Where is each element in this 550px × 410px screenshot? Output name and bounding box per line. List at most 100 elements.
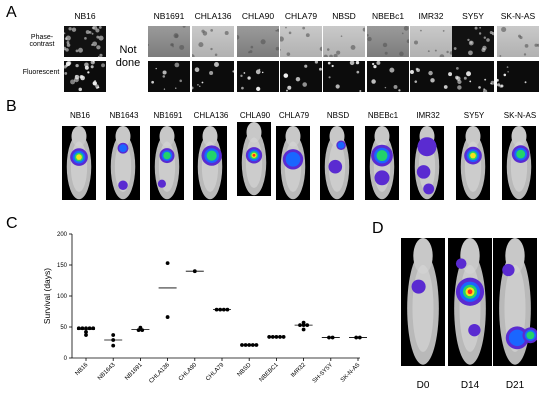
fluorescent-image xyxy=(280,61,322,92)
cell-line-label-6: NBEBc1 xyxy=(371,11,405,21)
cell-line-label-4: CHLA79 xyxy=(284,11,318,21)
data-point xyxy=(91,326,96,331)
row-label-fluorescent: Fluorescent xyxy=(22,69,60,76)
data-point xyxy=(192,269,197,274)
mouse-label-7: NBEBc1 xyxy=(367,111,399,120)
cell-line-label-9: SK-N-AS xyxy=(500,11,536,21)
mouse-label-10: SK-N-AS xyxy=(503,111,537,120)
data-point xyxy=(247,343,252,347)
cell-line-label-8: SY5Y xyxy=(462,11,484,21)
bioluminescence-mouse-image xyxy=(456,126,490,200)
fluorescent-image xyxy=(410,61,452,92)
x-tick-label: NB1643 xyxy=(97,362,117,382)
x-tick-label: NBSD xyxy=(237,362,254,379)
data-point xyxy=(274,335,279,339)
data-point xyxy=(330,335,335,340)
data-point xyxy=(278,335,282,339)
data-point xyxy=(301,323,306,328)
x-tick-label: CHLA136 xyxy=(148,362,171,385)
data-point xyxy=(301,327,306,332)
mouse-label-8: IMR32 xyxy=(416,111,440,120)
fluorescent-image xyxy=(237,61,279,92)
x-tick-label: SK-N-AS xyxy=(340,362,361,383)
phase-contrast-image xyxy=(192,26,234,57)
data-point xyxy=(250,343,255,347)
phase-contrast-image xyxy=(64,26,106,57)
data-point xyxy=(140,328,145,332)
data-point xyxy=(87,326,92,331)
time-course-mouse-image xyxy=(448,238,492,366)
y-axis-label: Survival (days) xyxy=(42,268,52,324)
fluorescent-image xyxy=(64,61,106,92)
phase-contrast-image xyxy=(367,26,409,57)
data-point xyxy=(84,330,88,334)
fluorescent-image xyxy=(148,61,190,92)
bioluminescence-mouse-image xyxy=(62,126,96,200)
data-point xyxy=(214,307,219,312)
data-point xyxy=(218,307,223,312)
timepoint-label-0: D0 xyxy=(416,380,430,391)
timepoint-label-2: D21 xyxy=(505,380,525,391)
data-point xyxy=(76,326,81,331)
mouse-label-2: NB1691 xyxy=(153,111,183,120)
phase-contrast-image xyxy=(280,26,322,57)
panel-label-a: A xyxy=(6,4,17,21)
panel-label-c: C xyxy=(6,215,18,232)
data-point xyxy=(357,335,362,340)
row-label-phase-contrast: Phase- contrast xyxy=(29,34,55,49)
data-point xyxy=(165,315,170,319)
data-point xyxy=(267,335,272,339)
y-tick-label: 200 xyxy=(57,232,68,238)
fluorescent-image xyxy=(323,61,365,92)
phase-contrast-image xyxy=(410,26,452,57)
bioluminescence-mouse-image xyxy=(320,126,354,200)
data-point xyxy=(111,333,116,337)
bioluminescence-mouse-image xyxy=(193,126,227,200)
cell-line-label-7: IMR32 xyxy=(418,11,444,21)
cell-line-label-2: CHLA136 xyxy=(194,11,232,21)
data-point xyxy=(354,335,359,340)
bioluminescence-mouse-image xyxy=(106,126,140,200)
y-tick-label: 100 xyxy=(57,294,68,300)
cell-line-label-3: CHLA90 xyxy=(241,11,275,21)
data-point xyxy=(270,335,275,339)
survival-chart: 0 50 100 150 200 Survival (days) NB16 NB1643 NB1… xyxy=(42,232,367,385)
data-point xyxy=(136,328,141,332)
bioluminescence-mouse-image xyxy=(365,126,399,200)
x-tick-label: SH-SY5Y xyxy=(312,362,334,384)
mouse-label-1: NB1643 xyxy=(109,111,139,120)
bioluminescence-mouse-image xyxy=(410,126,444,200)
data-point xyxy=(165,261,170,266)
time-course-mouse-image xyxy=(493,238,537,366)
y-tick-label: 50 xyxy=(60,325,67,331)
bioluminescence-mouse-image xyxy=(502,126,536,200)
bioluminescence-mouse-image xyxy=(150,126,184,200)
x-tick-label: CHLA79 xyxy=(205,362,226,383)
mouse-label-4: CHLA90 xyxy=(239,111,271,120)
fluorescent-image xyxy=(367,61,409,92)
fluorescent-image xyxy=(497,61,539,92)
x-tick-label: NB1691 xyxy=(124,362,144,382)
bioluminescence-mouse-image xyxy=(237,122,271,196)
time-course-mouse-image xyxy=(401,238,445,366)
data-point xyxy=(84,326,88,331)
mouse-label-0: NB16 xyxy=(69,111,90,120)
bioluminescence-mouse-image xyxy=(276,126,310,200)
phase-contrast-image xyxy=(452,26,494,57)
mouse-label-3: CHLA136 xyxy=(193,111,229,120)
data-point xyxy=(111,343,116,348)
x-tick-label: IMR32 xyxy=(290,362,307,379)
cell-line-label-5: NBSD xyxy=(332,11,356,21)
data-point xyxy=(240,343,244,347)
phase-contrast-image xyxy=(148,26,190,57)
fluorescent-image xyxy=(452,61,494,92)
phase-contrast-image xyxy=(323,26,365,57)
panel-label-d: D xyxy=(372,220,384,237)
data-point xyxy=(243,343,248,347)
data-point xyxy=(281,335,286,339)
data-point xyxy=(225,307,230,312)
mouse-label-5: CHLA79 xyxy=(278,111,310,120)
fluorescent-image xyxy=(192,61,234,92)
y-tick-label: 150 xyxy=(57,263,68,269)
data-point xyxy=(84,333,88,337)
